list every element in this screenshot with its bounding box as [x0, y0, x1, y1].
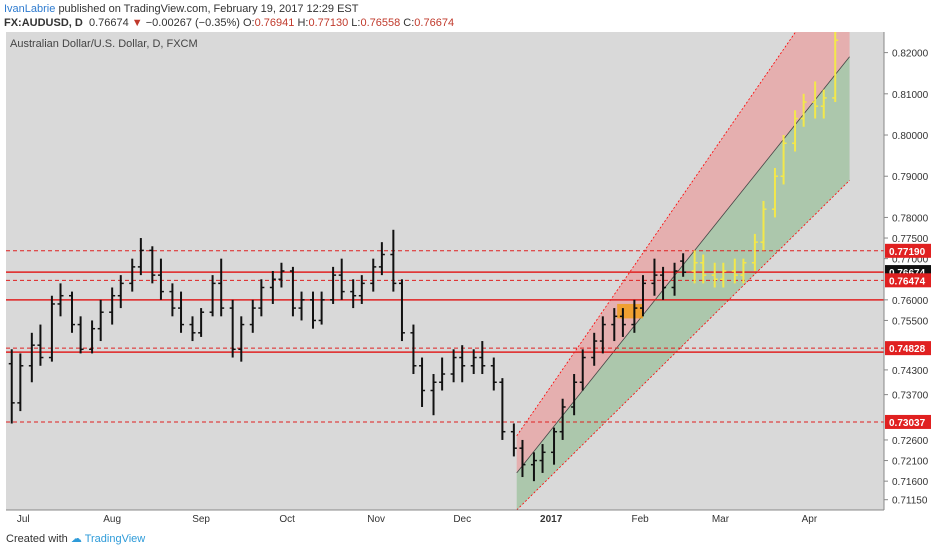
y-tick-label-14: 0.71150: [892, 496, 928, 507]
price-change: −0.00267 (−0.35%): [145, 17, 240, 29]
y-tick-label-1: 0.81000: [892, 90, 929, 101]
chart-title: Australian Dollar/U.S. Dollar, D, FXCM: [10, 38, 198, 50]
y-tick-label-13: 0.71600: [892, 477, 929, 488]
y-tick-label-3: 0.79000: [892, 172, 929, 183]
y-tick-label-11: 0.72600: [892, 436, 929, 447]
x-tick-label-9: Apr: [802, 514, 818, 524]
x-tick-label-4: Nov: [367, 514, 385, 524]
open-value: 0.76941: [254, 17, 295, 29]
x-tick-label-0: Jul: [17, 514, 30, 524]
y-tick-label-9: 0.74300: [892, 366, 929, 377]
price-label-0: 0.77190: [889, 247, 926, 258]
price-label-bg-4: [885, 414, 931, 429]
publish-line: IvanLabrie published on TradingView.com,…: [4, 3, 358, 15]
y-tick-label-12: 0.72100: [892, 457, 929, 468]
close-label: C:: [403, 17, 415, 29]
high-label: H:: [297, 17, 309, 29]
last-price: 0.76674: [88, 17, 129, 29]
price-label-2: 0.76474: [889, 276, 926, 287]
tradingview-brand[interactable]: TradingView: [84, 533, 146, 545]
price-chart[interactable]: 0.82000 0.81000 0.80000 0.79000 0.78000 0.775…: [0, 0, 932, 525]
close-value: 0.76674: [414, 17, 455, 29]
publish-info: published on TradingView.com, February 1…: [58, 3, 359, 15]
x-tick-label-1: Aug: [103, 514, 121, 524]
channel-upper-band: [516, 0, 850, 473]
x-tick-label-7: Feb: [631, 514, 649, 524]
y-tick-label-0: 0.82000: [892, 49, 929, 60]
footer: Created with ☁ TradingView: [0, 527, 932, 550]
low-label: L:: [351, 17, 361, 29]
x-tick-label-6: 2017: [540, 514, 563, 524]
tradingview-cloud-icon: ☁: [70, 533, 82, 545]
y-tick-label-10: 0.73700: [892, 391, 929, 402]
price-label-4: 0.73037: [889, 418, 926, 429]
chart-header: IvanLabrie published on TradingView.com,…: [0, 0, 932, 32]
chart-area[interactable]: 0.82000 0.81000 0.80000 0.79000 0.78000 0.775…: [0, 0, 932, 525]
created-with-label: Created with: [6, 533, 68, 545]
y-tick-label-6: 0.77000: [892, 255, 929, 266]
time-axis-bg: [0, 510, 932, 524]
x-tick-label-3: Oct: [279, 514, 295, 524]
y-tick-label-4: 0.78000: [892, 213, 929, 224]
channel-lower-band: [516, 56, 850, 511]
y-tick-label-7: 0.76000: [892, 296, 929, 307]
author-link[interactable]: IvanLabrie: [4, 3, 56, 15]
low-value: 0.76558: [360, 17, 401, 29]
price-label-bg-0: [885, 243, 931, 258]
price-label-bg-3: [885, 341, 931, 356]
symbol-label: FX:AUDUSD, D: [4, 17, 83, 29]
y-tick-label-2: 0.80000: [892, 131, 929, 142]
y-tick-label-8: 0.75500: [892, 316, 929, 327]
open-label: O:: [243, 17, 255, 29]
x-tick-label-5: Dec: [453, 514, 471, 524]
ohlc-line: FX:AUDUSD, D 0.76674 ▼ −0.00267 (−0.35%)…: [4, 17, 454, 29]
high-value: 0.77130: [308, 17, 349, 29]
price-label-bg-2: [885, 273, 931, 288]
y-tick-label-5: 0.77500: [892, 234, 929, 245]
x-tick-label-8: Mar: [712, 514, 730, 524]
x-tick-label-2: Sep: [192, 514, 210, 524]
channel-upper-line: [516, 0, 819, 437]
down-arrow-icon: ▼: [131, 17, 143, 29]
price-label-3: 0.74828: [889, 344, 926, 355]
